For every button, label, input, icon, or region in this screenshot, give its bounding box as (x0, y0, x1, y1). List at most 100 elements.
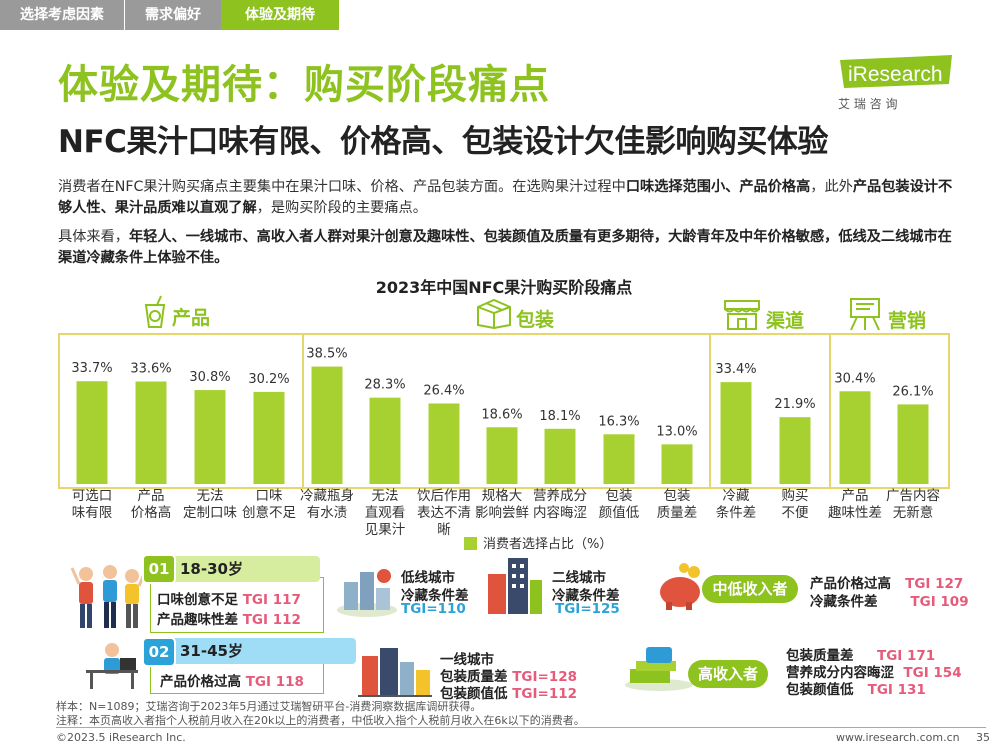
logo-brand: iResearch (848, 63, 943, 86)
category-label-1-5: 包装 颜值低 (598, 488, 640, 521)
income-high-row-2: 营养成分内容晦涩 TGI 154 (786, 665, 962, 681)
top-tabs: 选择考虑因素 需求偏好 体验及期待 (0, 0, 339, 30)
group-label-channel: 渠道 (766, 310, 805, 332)
first-city-row-2: 包装颜值低 TGI=112 (440, 686, 578, 702)
age2-badge: 02 (142, 637, 176, 667)
category-label-0-3: 口味 创意不足 (242, 488, 296, 521)
intro-paragraph: 消费者在NFC果汁购买痛点主要集中在果汁口味、价格、产品包装方面。在选购果汁过程… (58, 179, 953, 216)
data-label-0-1: 33.6% (130, 362, 171, 377)
bar-2-0 (720, 382, 752, 484)
footer-sample: 样本：N=1089；艾瑞咨询于2023年5月通过艾瑞智研平台-消费洞察数据库调研… (56, 700, 482, 713)
footer-url[interactable]: www.iresearch.com.cn (836, 731, 960, 744)
income-high-row-3: 包装颜值低 TGI 131 (786, 682, 926, 698)
low-tier-city-icon (336, 560, 398, 622)
page-subtitle: NFC果汁口味有限、价格高、包装设计欠佳影响购买体验 (58, 124, 828, 160)
second-city-item: 冷藏条件差 (552, 588, 620, 604)
category-label-0-0: 可选口 味有限 (71, 488, 113, 521)
bar-1-5 (603, 434, 635, 484)
category-label-1-0: 冷藏瓶身 有水渍 (300, 488, 354, 521)
second-tier-city-icon (482, 554, 544, 620)
data-label-2-0: 33.4% (715, 362, 756, 377)
income-high-pill: 高收入者 (688, 660, 768, 688)
billboard-icon (846, 296, 884, 336)
income-mid-row-2: 冷藏条件差 TGI 109 (810, 594, 969, 610)
category-label-2-0: 冷藏 条件差 (715, 488, 757, 521)
footer-copyright: ©2023.5 iResearch Inc. (56, 731, 186, 744)
second-city-title: 二线城市 (552, 570, 606, 586)
legend-label: 消费者选择占比（%） (483, 537, 613, 552)
group-box-marketing (829, 333, 950, 489)
data-label-1-4: 18.1% (539, 409, 580, 424)
legend-swatch (464, 537, 477, 550)
bar-1-4 (544, 428, 576, 484)
bar-0-0 (76, 381, 108, 484)
group-label-packaging: 包装 (516, 309, 555, 331)
age1-box (150, 577, 324, 633)
piggy-bank-icon (654, 560, 710, 616)
category-label-2-1: 购买 不便 (781, 488, 809, 521)
category-label-1-4: 营养成分 内容晦涩 (533, 488, 587, 521)
data-label-2-1: 21.9% (774, 397, 815, 412)
page-title: 体验及期待：购买阶段痛点 (58, 62, 550, 108)
office-worker-illustration (80, 640, 142, 694)
data-label-1-0: 38.5% (306, 347, 347, 362)
package-box-icon (475, 297, 513, 333)
bar-0-1 (135, 381, 167, 484)
group-label-product: 产品 (172, 307, 211, 329)
bar-3-0 (839, 391, 871, 484)
category-label-1-1: 无法 直观看 见果汁 (364, 488, 406, 538)
data-label-3-1: 26.1% (892, 384, 933, 399)
data-label-1-3: 18.6% (481, 407, 522, 422)
bar-2-1 (779, 417, 811, 484)
data-label-1-5: 16.3% (598, 414, 639, 429)
income-mid-row-1: 产品价格过高 TGI 127 (810, 576, 964, 592)
low-city-title: 低线城市 (401, 570, 455, 586)
first-city-title: 一线城市 (440, 652, 494, 668)
bar-1-6 (661, 444, 693, 484)
first-city-row-1: 包装质量差 TGI=128 (440, 669, 578, 685)
chart-title: 2023年中国NFC果汁购买阶段痛点 (375, 278, 633, 297)
category-label-1-6: 包装 质量差 (656, 488, 698, 521)
category-label-1-3: 规格大 影响尝鲜 (475, 488, 529, 521)
tab-experience[interactable]: 体验及期待 (221, 0, 339, 30)
data-label-0-2: 30.8% (189, 370, 230, 385)
age2-row-1: 产品价格过高 TGI 118 (160, 674, 304, 690)
chart-legend: 消费者选择占比（%） (464, 533, 612, 552)
low-city-tgi: TGI=110 (401, 601, 466, 617)
store-icon (722, 297, 762, 335)
income-mid-pill: 中低收入者 (702, 575, 798, 603)
data-label-0-3: 30.2% (248, 372, 289, 387)
tab-factors[interactable]: 选择考虑因素 (0, 0, 125, 30)
bar-1-3 (486, 427, 518, 484)
tab-preferences[interactable]: 需求偏好 (125, 0, 221, 30)
age1-row-1: 口味创意不足 TGI 117 (157, 592, 301, 608)
young-people-illustration (70, 560, 148, 636)
age2-header: 31-45岁 (146, 638, 356, 664)
footer-divider (56, 727, 986, 728)
category-label-0-1: 产品 价格高 (130, 488, 172, 521)
bar-0-3 (253, 391, 285, 484)
group-label-marketing: 营销 (888, 310, 927, 332)
low-city-item: 冷藏条件差 (401, 588, 469, 604)
bar-1-1 (369, 397, 401, 484)
category-label-0-2: 无法 定制口味 (183, 488, 237, 521)
bar-1-2 (428, 403, 460, 484)
category-label-1-2: 饮后作用 表达不清晰 (417, 488, 471, 538)
iresearch-logo: iResearch 艾 瑞 咨 询 (836, 52, 956, 112)
category-label-3-0: 产品 趣味性差 (828, 488, 882, 521)
age1-row-2: 产品趣味性差 TGI 112 (157, 612, 301, 628)
age2-box (150, 660, 324, 694)
footer-note: 注释：本页高收入者指个人税前月收入在20k以上的消费者，中低收入指个人税前月收入… (56, 714, 585, 727)
data-label-1-2: 26.4% (423, 383, 464, 398)
money-stack-icon (622, 643, 696, 695)
logo-cn: 艾 瑞 咨 询 (838, 96, 897, 111)
page-number: 35 (976, 731, 990, 744)
bar-1-0 (311, 366, 343, 484)
age1-badge: 01 (142, 554, 176, 584)
detail-paragraph: 具体来看，年轻人、一线城市、高收入者人群对果汁创意及趣味性、包装颜值及质量有更多… (58, 229, 952, 266)
data-label-1-1: 28.3% (364, 378, 405, 393)
second-city-tgi: TGI=125 (555, 601, 620, 617)
data-label-1-6: 13.0% (656, 424, 697, 439)
juice-cup-icon (142, 295, 168, 333)
